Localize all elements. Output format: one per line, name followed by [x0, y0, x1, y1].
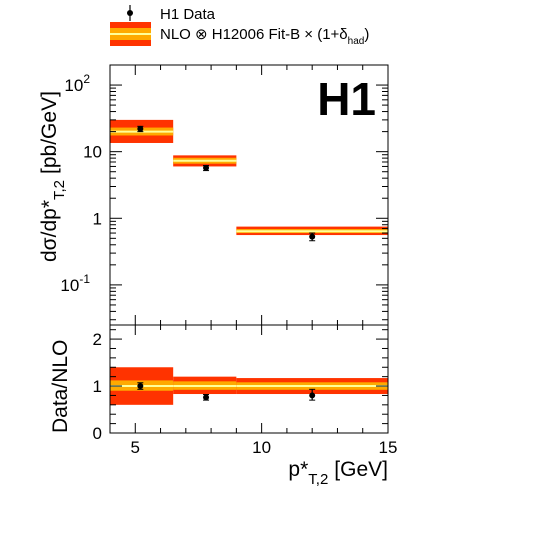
- legend-data-marker: [127, 10, 133, 16]
- legend: H1 Data NLO ⊗ H12006 Fit-B × (1+δhad): [110, 5, 369, 47]
- data-point-0: [137, 125, 144, 132]
- legend-nlo-label: NLO ⊗ H12006 Fit-B × (1+δhad): [160, 26, 369, 47]
- top-nlo-bands: [110, 119, 388, 236]
- x-tick-label-2: 15: [379, 438, 398, 457]
- y-tick-label-2: 2: [93, 330, 102, 349]
- x-axis-label: p*T,2 [GeV]: [288, 458, 388, 488]
- y-tick-label-0: 0: [93, 424, 102, 443]
- top-data-points: [137, 125, 316, 242]
- bottom-axes: 0 1 2 5 10 15: [93, 325, 398, 457]
- top-y-axis-label: dσ/dp*T,2[pb/GeV]: [38, 91, 68, 262]
- y-tick-label-3: 102: [64, 72, 90, 95]
- bottom-frame: [109, 324, 389, 434]
- data-point-2: [309, 392, 316, 399]
- x-tick-label-0: 5: [131, 438, 140, 457]
- ratio-panel: 0 1 2 5 10 15 Data/NLO p*T,2 [GeV]: [49, 324, 398, 488]
- data-point-0: [137, 383, 144, 390]
- cross-section-panel: 10-1 1 10 102 H1 dσ/dp*T,2[pb/GeV]: [38, 64, 389, 326]
- y-tick-label-1: 1: [93, 377, 102, 396]
- x-tick-label-1: 10: [252, 438, 271, 457]
- bottom-nlo-bands: [110, 367, 388, 405]
- legend-data-label: H1 Data: [160, 6, 216, 23]
- data-point-2: [309, 233, 316, 240]
- y-tick-label-1: 1: [93, 209, 102, 228]
- y-tick-label-0: 10-1: [60, 272, 90, 295]
- bottom-data-points: [137, 382, 316, 401]
- h1-logo: H1: [317, 73, 376, 125]
- y-tick-label-2: 10: [83, 143, 102, 162]
- data-point-1: [203, 164, 210, 171]
- bottom-y-axis-label: Data/NLO: [49, 340, 72, 433]
- data-point-1: [203, 394, 210, 401]
